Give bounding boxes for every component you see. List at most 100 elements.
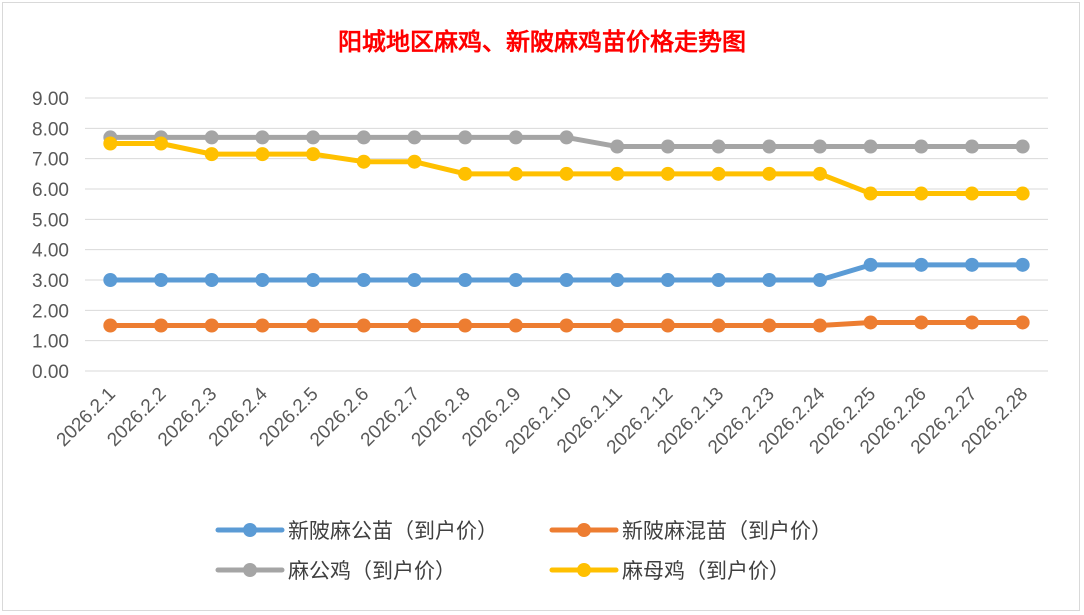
legend-item: 新陂麻混苗（到户价） (549, 519, 832, 543)
legend-label: 新陂麻混苗（到户价） (622, 519, 832, 543)
data-point (103, 136, 118, 151)
data-point (914, 315, 929, 330)
data-point (508, 273, 523, 287)
data-point (812, 318, 827, 333)
legend-marker (243, 523, 257, 537)
legend-item: 麻母鸡（到户价） (549, 559, 790, 583)
gridlines (85, 97, 1048, 372)
data-point (154, 318, 169, 333)
data-point (306, 318, 321, 333)
data-point (306, 147, 321, 162)
legend: 新陂麻公苗（到户价） 新陂麻混苗（到户价） 麻公鸡（到户价） 麻母鸡（到户价） (215, 519, 832, 583)
data-point (812, 139, 827, 154)
data-point (964, 257, 979, 272)
data-point (407, 318, 422, 333)
data-point (762, 166, 777, 181)
data-point (255, 147, 270, 162)
data-point (711, 166, 726, 181)
legend-label: 新陂麻公苗（到户价） (288, 519, 498, 543)
data-point (914, 139, 929, 154)
data-point (964, 315, 979, 330)
data-point (204, 273, 219, 287)
data-point (863, 139, 878, 154)
y-tick-label: 0.00 (32, 362, 69, 383)
data-point (255, 318, 270, 333)
legend-marker (577, 523, 591, 537)
data-point (914, 186, 929, 201)
data-point (559, 166, 574, 181)
x-axis-ticks: 2026.2.12026.2.22026.2.32026.2.42026.2.5… (53, 383, 1032, 458)
data-point (458, 166, 473, 181)
data-point (103, 273, 118, 287)
data-point (356, 130, 371, 145)
data-point (914, 257, 929, 272)
data-point (255, 130, 270, 145)
y-tick-label: 6.00 (32, 180, 69, 201)
data-point (458, 273, 473, 287)
data-point (762, 273, 777, 287)
data-point (306, 130, 321, 145)
data-point (204, 130, 219, 145)
data-point (356, 154, 371, 169)
data-point (863, 315, 878, 330)
legend-item: 麻公鸡（到户价） (215, 559, 456, 583)
y-tick-label: 7.00 (32, 150, 69, 171)
y-axis-ticks: 0.00 1.00 2.00 3.00 4.00 5.00 6.00 7.00 8.00 9.00 (32, 89, 69, 383)
data-point (458, 318, 473, 333)
data-point (964, 139, 979, 154)
data-point (154, 136, 169, 151)
legend-label: 麻母鸡（到户价） (622, 559, 790, 583)
data-point (762, 318, 777, 333)
data-point (1015, 186, 1030, 201)
y-tick-label: 5.00 (32, 210, 69, 231)
data-point (407, 130, 422, 145)
data-point (863, 257, 878, 272)
data-point (1015, 257, 1030, 272)
data-point (964, 186, 979, 201)
data-point (508, 166, 523, 181)
data-point (356, 318, 371, 333)
data-point (660, 273, 675, 287)
legend-marker (243, 563, 257, 577)
data-point (407, 273, 422, 287)
y-tick-label: 1.00 (32, 332, 69, 353)
data-point (508, 130, 523, 145)
y-tick-label: 3.00 (32, 271, 69, 292)
series-4 (103, 136, 1030, 201)
data-point (154, 273, 169, 287)
data-point (812, 166, 827, 181)
data-point (559, 273, 574, 287)
data-point (508, 318, 523, 333)
y-tick-label: 9.00 (32, 89, 69, 110)
data-point (660, 139, 675, 154)
data-point (1015, 139, 1030, 154)
data-point (660, 318, 675, 333)
y-tick-label: 4.00 (32, 241, 69, 262)
legend-marker (577, 563, 591, 577)
data-point (1015, 315, 1030, 330)
series-2 (103, 315, 1030, 333)
series-1 (103, 257, 1030, 287)
data-point (306, 273, 321, 287)
data-point (103, 318, 118, 333)
data-point (610, 166, 625, 181)
data-point (762, 139, 777, 154)
data-point (458, 130, 473, 145)
y-tick-label: 2.00 (32, 301, 69, 322)
legend-label: 麻公鸡（到户价） (288, 559, 456, 583)
data-point (711, 273, 726, 287)
data-point (204, 318, 219, 333)
data-point (610, 139, 625, 154)
data-point (711, 318, 726, 333)
data-point (812, 273, 827, 287)
data-point (863, 186, 878, 201)
data-point (559, 318, 574, 333)
legend-item: 新陂麻公苗（到户价） (215, 519, 498, 543)
data-point (407, 154, 422, 169)
data-point (255, 273, 270, 287)
series-lines (103, 130, 1030, 333)
data-point (204, 147, 219, 162)
data-point (711, 139, 726, 154)
